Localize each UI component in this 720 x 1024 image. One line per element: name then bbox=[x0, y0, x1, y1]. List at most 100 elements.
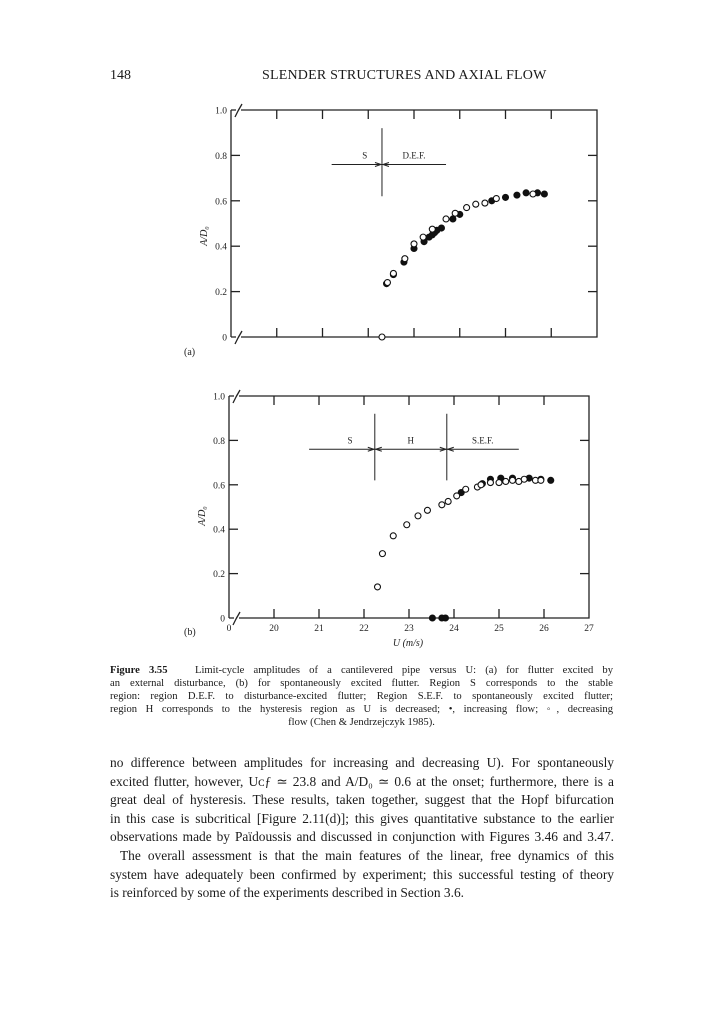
x-tick-label: 27 bbox=[584, 624, 594, 634]
plot-frame-left bbox=[228, 395, 234, 619]
data-point-open bbox=[492, 194, 500, 203]
y-tick-label: 0.8 bbox=[215, 152, 227, 162]
y-axis-label-a: A/D₀ bbox=[199, 226, 210, 247]
body-line: system have adequately been confirmed by… bbox=[110, 866, 614, 882]
y-tick-label: 0.2 bbox=[213, 570, 225, 580]
body-line: in this case is subcritical [Figure 2.11… bbox=[110, 810, 614, 826]
data-point-open bbox=[508, 476, 517, 484]
axis-break-bottom bbox=[234, 330, 243, 345]
data-point-open bbox=[383, 278, 392, 287]
data-point-open bbox=[389, 269, 397, 277]
x-tick-label: 21 bbox=[314, 624, 324, 634]
x-tick-label: 25 bbox=[494, 624, 504, 634]
data-point-filled bbox=[513, 191, 521, 199]
panel-label-b: (b) bbox=[184, 627, 196, 638]
y-tick-label: 0.4 bbox=[213, 526, 225, 536]
y-axis-label-b: A/D₀ bbox=[197, 506, 208, 527]
data-point-open bbox=[444, 497, 452, 506]
caption-line: region: region D.E.F. to disturbance-exc… bbox=[110, 691, 613, 702]
caption-line: an external disturbance, (b) for spontan… bbox=[110, 678, 613, 689]
body-line: observations made by Païdoussis and disc… bbox=[110, 829, 614, 845]
data-point-open bbox=[414, 512, 422, 520]
data-point-filled bbox=[540, 190, 548, 198]
data-point-open bbox=[529, 190, 537, 198]
axis-break-top bbox=[234, 103, 243, 118]
region-label: D.E.F. bbox=[402, 150, 425, 160]
data-point-filled bbox=[547, 476, 555, 484]
body-line: no difference between amplitudes for inc… bbox=[110, 755, 614, 770]
figure-caption: Figure 3.55 Limit-cycle amplitudes of a … bbox=[110, 664, 613, 729]
caption-line: Figure 3.55 Limit-cycle amplitudes of a … bbox=[110, 665, 614, 676]
running-title: SLENDER STRUCTURES AND AXIAL FLOW bbox=[262, 68, 547, 83]
data-point-open bbox=[428, 225, 436, 233]
plot-frame-left bbox=[230, 109, 236, 338]
body-text: no difference between amplitudes for inc… bbox=[110, 754, 614, 903]
data-point-open bbox=[520, 475, 528, 483]
data-point-open bbox=[537, 476, 545, 484]
y-tick-label: 0 bbox=[222, 334, 227, 344]
data-point-filled bbox=[501, 193, 510, 201]
data-point-open bbox=[403, 521, 411, 529]
x-tick-label: 24 bbox=[449, 624, 459, 634]
y-tick-label: 1.0 bbox=[213, 393, 225, 403]
y-tick-label: 0.2 bbox=[215, 288, 227, 298]
data-point-filled bbox=[441, 614, 450, 622]
x-tick-label: 26 bbox=[539, 624, 549, 634]
x-tick-label: 0 bbox=[227, 624, 232, 634]
panel-label-a: (a) bbox=[184, 347, 195, 358]
page-number: 148 bbox=[110, 68, 131, 83]
data-point-open bbox=[401, 255, 409, 263]
y-tick-label: 0 bbox=[220, 615, 225, 625]
x-axis-label-b: U (m/s) bbox=[393, 638, 424, 649]
data-point-open bbox=[423, 506, 432, 514]
region-label: S bbox=[347, 435, 352, 445]
plot-frame bbox=[241, 109, 598, 338]
y-tick-label: 0.4 bbox=[215, 243, 227, 253]
plot-frame bbox=[239, 395, 590, 619]
y-tick-label: 0.6 bbox=[213, 481, 225, 491]
chart-b: 0 0.2 0.4 0.6 0.8 1.0 0 20 21 22 23 24 25 26 27 S H S.E.F… bbox=[213, 389, 594, 634]
data-point-open bbox=[477, 481, 485, 489]
data-point-open bbox=[410, 240, 418, 248]
data-point-open bbox=[442, 215, 450, 223]
data-point-open bbox=[502, 477, 510, 486]
body-line: great deal of hysteresis. These results,… bbox=[110, 792, 614, 808]
region-arrow bbox=[439, 446, 454, 452]
caption-label: Figure 3.55 bbox=[110, 665, 168, 676]
y-tick-label: 0.6 bbox=[215, 197, 227, 207]
body-line: excited flutter, however, Uᴄƒ ≃ 23.8 and… bbox=[110, 773, 614, 789]
chart-a: 0 0.2 0.4 0.6 0.8 1.0 S D.E.F. bbox=[215, 103, 598, 345]
data-point-open bbox=[481, 199, 489, 207]
region-label: H bbox=[408, 435, 415, 445]
data-point-open bbox=[495, 479, 503, 487]
region-arrow bbox=[374, 162, 390, 167]
body-line: is reinforced by some of the experiments… bbox=[110, 885, 465, 901]
body-line: The overall assessment is that the main … bbox=[120, 847, 614, 863]
y-tick-label: 0.8 bbox=[213, 437, 225, 447]
data-point-open bbox=[373, 583, 382, 591]
data-point-filled bbox=[522, 189, 530, 197]
region-label: S.E.F. bbox=[472, 435, 494, 445]
region-label: S bbox=[362, 150, 367, 160]
x-tick-label: 23 bbox=[404, 624, 414, 634]
data-point-open bbox=[389, 532, 397, 540]
data-point-filled bbox=[449, 215, 457, 223]
data-point-open bbox=[378, 550, 387, 558]
data-point-open bbox=[453, 492, 461, 500]
data-point-open bbox=[419, 233, 427, 241]
figure-3-55: 0 0.2 0.4 0.6 0.8 1.0 S D.E.F. 0 0.2 0.4 0.6 0.8 1.0… bbox=[184, 103, 598, 649]
data-point-open bbox=[486, 479, 495, 487]
x-tick-label: 20 bbox=[269, 624, 279, 634]
region-arrow bbox=[367, 446, 382, 452]
axis-break-bottom bbox=[232, 611, 241, 626]
caption-line: region H corresponds to the hysteresis r… bbox=[110, 704, 613, 715]
y-tick-label: 1.0 bbox=[215, 107, 227, 117]
data-point-open bbox=[472, 200, 480, 208]
data-point-open bbox=[463, 204, 471, 212]
x-tick-label: 22 bbox=[359, 624, 369, 634]
data-point-filled bbox=[437, 224, 446, 232]
axis-break-top bbox=[232, 389, 241, 404]
data-point-open bbox=[462, 485, 470, 493]
data-point-filled bbox=[428, 614, 436, 622]
data-point-open bbox=[378, 333, 386, 341]
